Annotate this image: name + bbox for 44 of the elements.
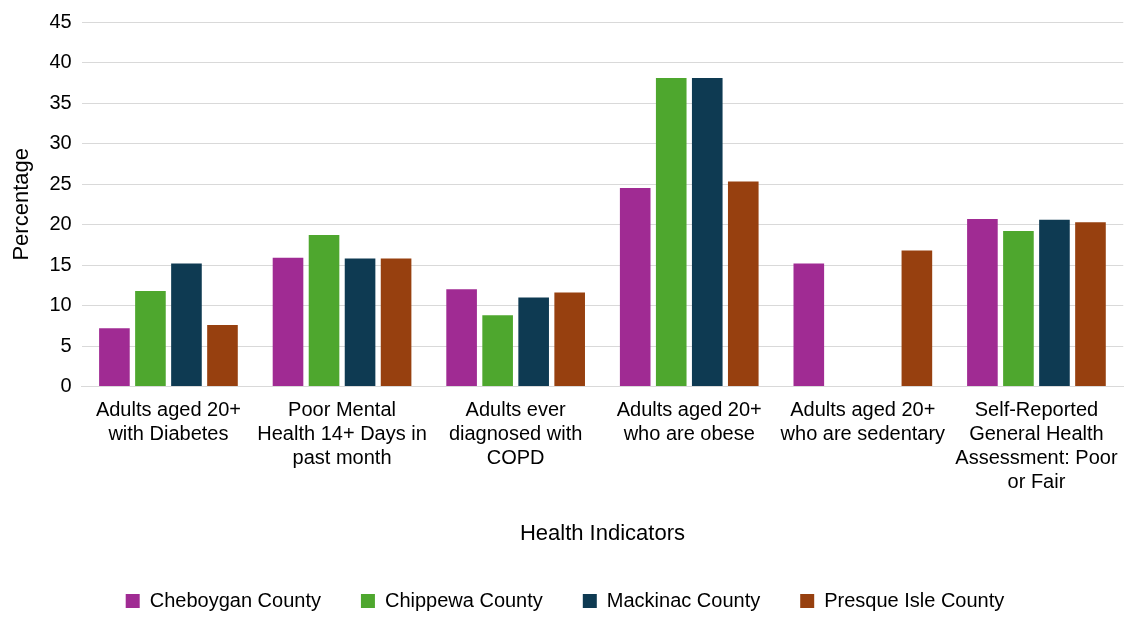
legend-label: Chippewa County <box>384 588 543 611</box>
y-axis-title: Percentage <box>8 148 34 261</box>
x-tick-label: Adults aged 20+ who are sedentary <box>779 398 946 445</box>
x-tick-label: Self-Reported General Health Assessment: Poor or Fair <box>955 398 1118 493</box>
bar <box>446 289 477 387</box>
bar <box>793 263 825 387</box>
legend-label: Cheboygan County <box>149 588 321 611</box>
x-tick-label: Adults aged 20+ with Diabetes <box>95 398 242 445</box>
x-axis-title: Health Indicators <box>519 519 685 545</box>
bar <box>518 297 549 387</box>
bar <box>967 218 998 387</box>
bar <box>272 257 304 387</box>
bar <box>554 292 585 387</box>
y-tick-label: 5 <box>60 333 72 356</box>
y-tick-label: 0 <box>60 374 72 397</box>
bar <box>344 258 376 387</box>
bar <box>135 290 166 387</box>
bar <box>99 328 130 387</box>
bar <box>207 325 238 387</box>
bar <box>901 250 933 387</box>
bar <box>482 315 513 387</box>
y-tick-label: 20 <box>49 212 72 235</box>
y-tick-label: 45 <box>49 9 72 32</box>
bar <box>308 235 340 387</box>
y-tick-label: 40 <box>49 50 72 73</box>
bar <box>619 188 651 387</box>
y-tick-label: 35 <box>49 90 72 113</box>
bar <box>171 263 202 387</box>
bar <box>691 77 723 387</box>
bar <box>1075 222 1106 387</box>
bar <box>380 258 412 387</box>
legend-label: Mackinac County <box>606 588 761 611</box>
y-tick-label: 10 <box>49 293 72 316</box>
bar <box>655 77 687 387</box>
legend-label: Presque Isle County <box>824 588 1005 611</box>
bar <box>1039 219 1070 387</box>
y-tick-label: 25 <box>49 171 72 194</box>
y-tick-label: 15 <box>49 252 72 275</box>
bar <box>727 181 759 387</box>
y-tick-label: 30 <box>49 131 72 154</box>
x-tick-label: Poor Mental Health 14+ Days in past month <box>257 398 427 469</box>
x-tick-label: Adults ever diagnosed with COPD <box>448 398 583 469</box>
x-tick-label: Adults aged 20+ who are obese <box>616 398 762 445</box>
bar <box>1003 231 1034 387</box>
